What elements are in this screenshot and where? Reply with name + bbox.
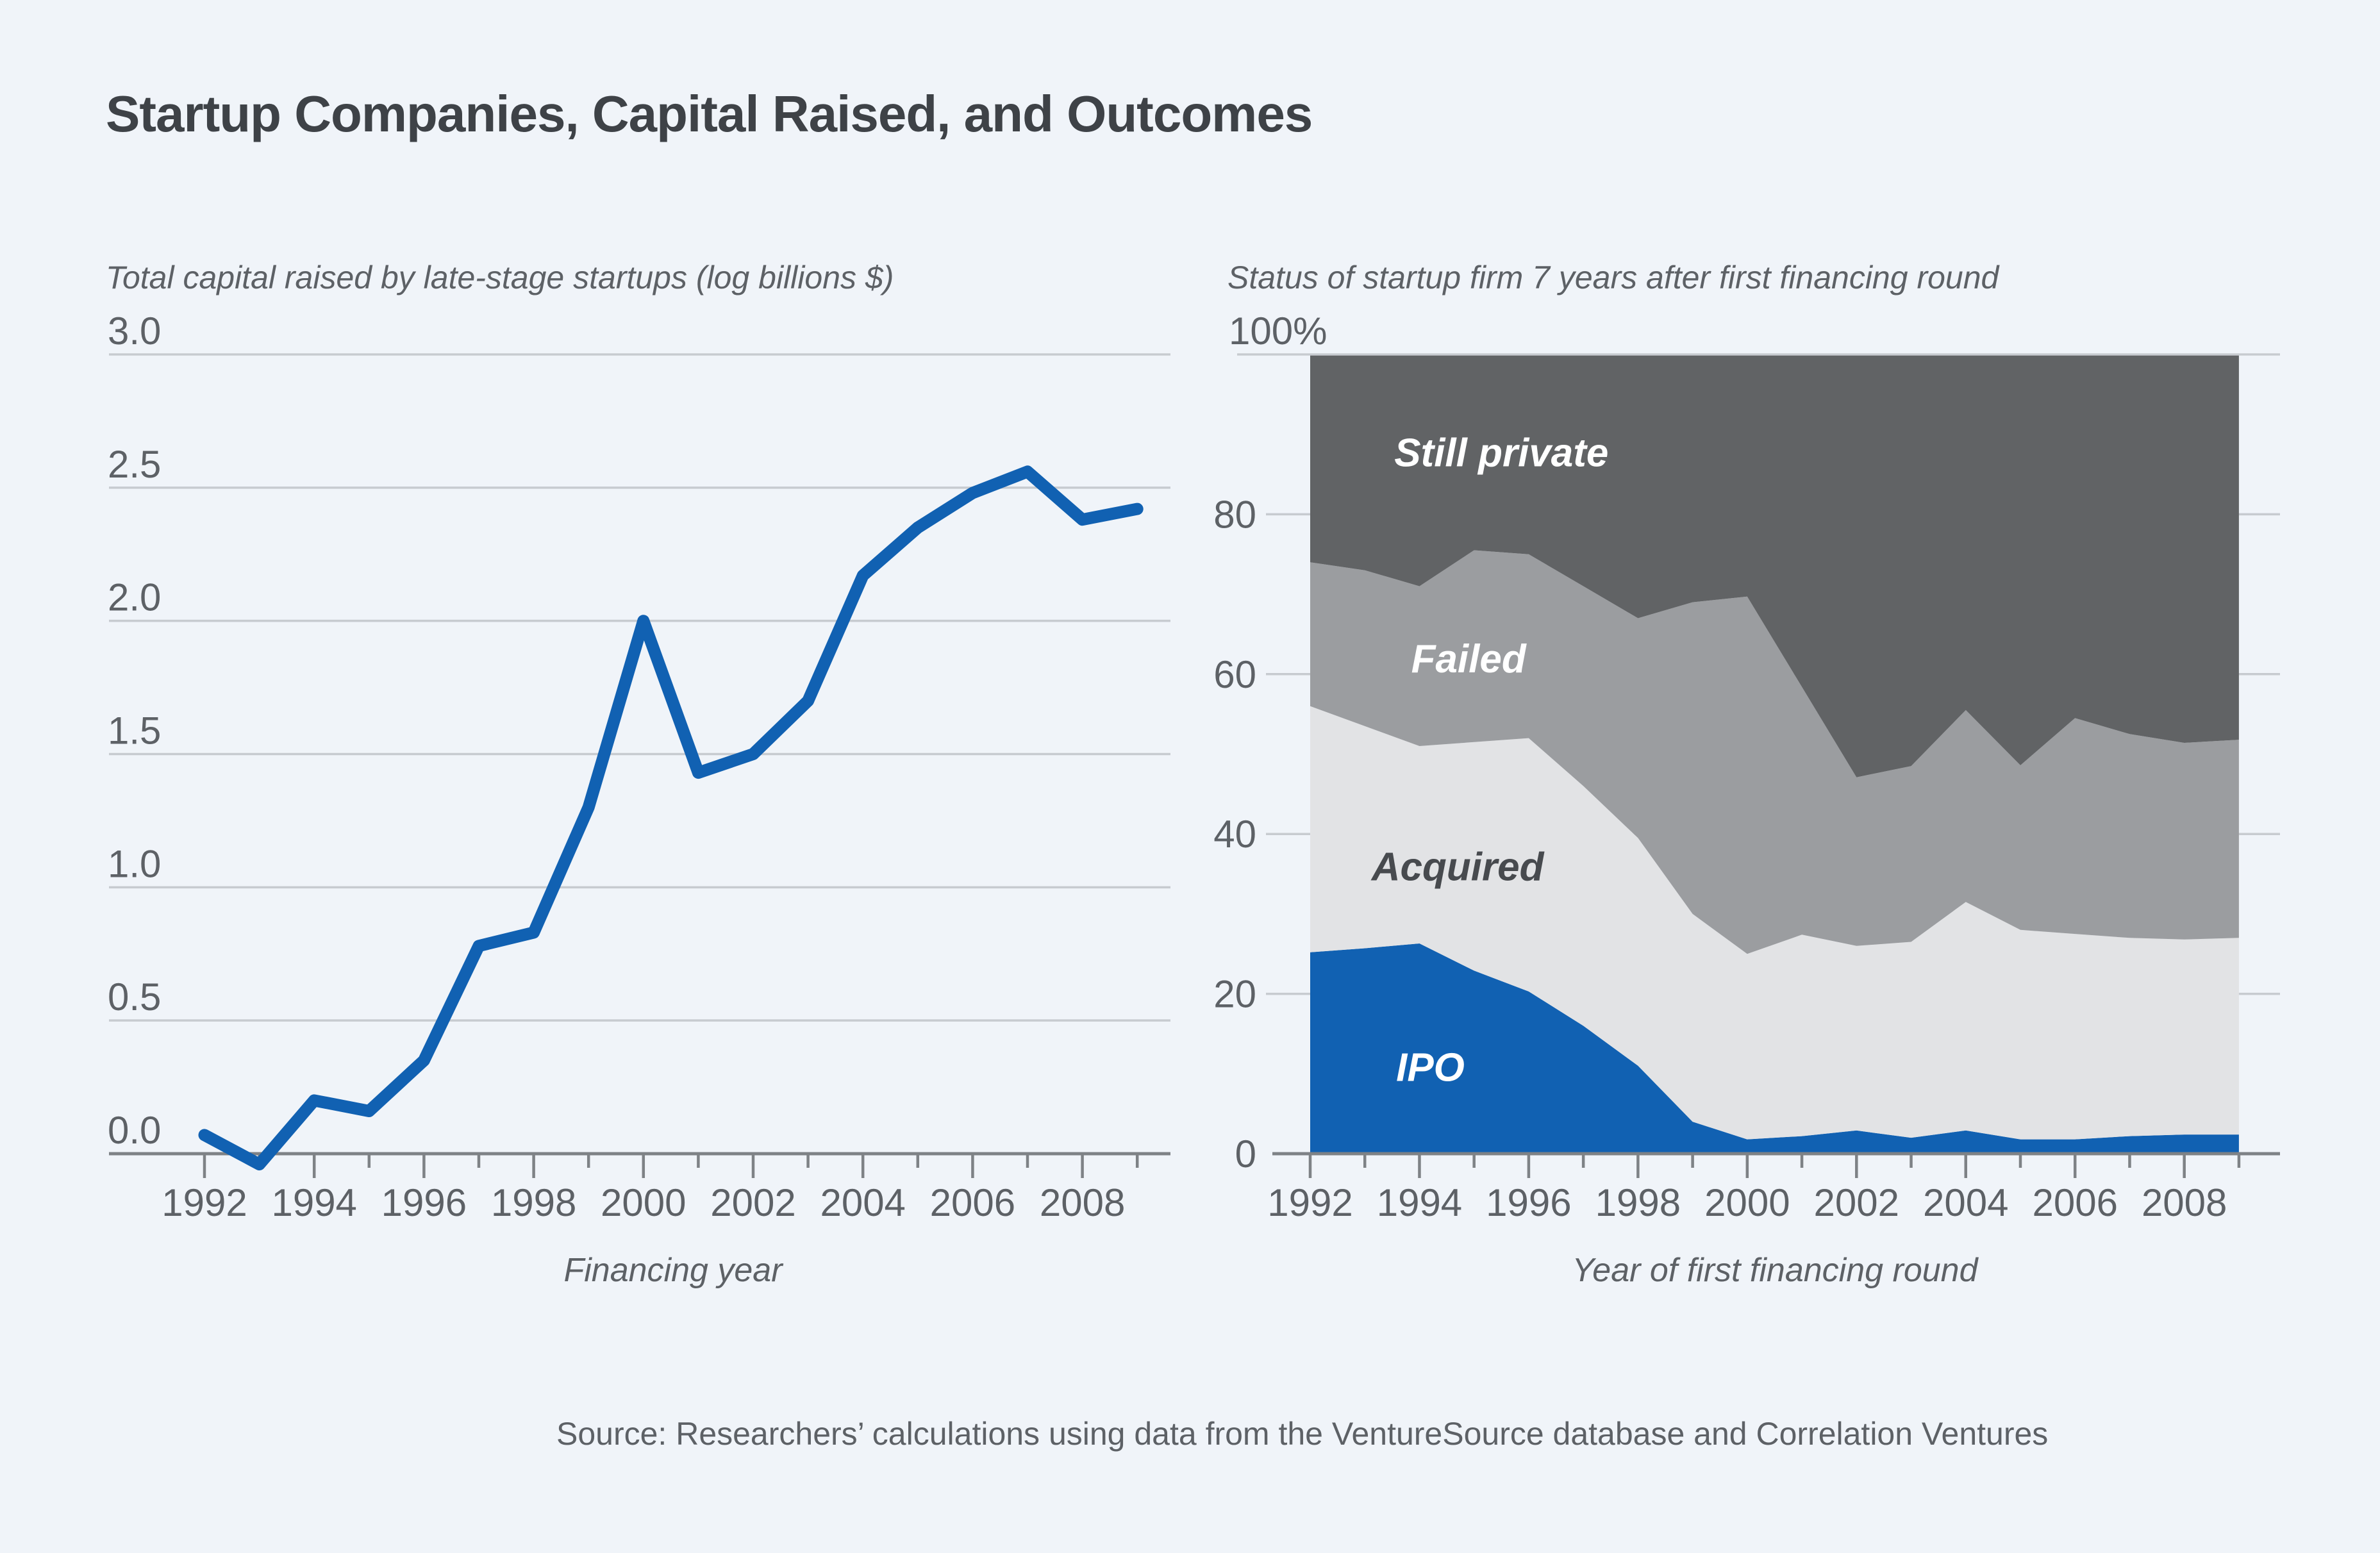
area-label-still-private: Still private: [1394, 431, 1608, 475]
area-label-acquired: Acquired: [1370, 845, 1545, 889]
left-chart-ytick-label: 0.5: [108, 976, 161, 1018]
left-xaxis-title: Financing year: [563, 1252, 783, 1289]
right-chart-xtick-label: 2000: [1704, 1181, 1790, 1224]
left-chart-xtick-label: 2006: [930, 1181, 1015, 1224]
left-chart-xtick-label: 1994: [271, 1181, 356, 1224]
right-chart-xtick-label: 1998: [1595, 1181, 1681, 1224]
area-label-ipo: IPO: [1396, 1045, 1465, 1090]
left-chart-xtick-label: 2008: [1040, 1181, 1125, 1224]
right-chart-xtick-label: 2004: [1923, 1181, 2008, 1224]
right-chart-ytick-label: 80: [1213, 493, 1256, 536]
page-title: Startup Companies, Capital Raised, and O…: [106, 85, 1313, 142]
right-chart-ytick-label: 0: [1235, 1133, 1256, 1175]
right-xaxis-title: Year of first financing round: [1572, 1252, 1978, 1289]
left-chart-xtick-label: 1998: [491, 1181, 576, 1224]
right-chart-ytick-label: 20: [1213, 973, 1256, 1016]
left-chart-xtick-label: 2000: [601, 1181, 686, 1224]
right-chart-ytick-label: 40: [1213, 813, 1256, 856]
left-chart-xtick-label: 1996: [381, 1181, 467, 1224]
left-chart-ytick-label: 2.5: [108, 443, 161, 486]
area-acquired: [1310, 706, 2239, 1140]
right-chart-xtick-label: 1992: [1267, 1181, 1352, 1224]
left-chart-xtick-label: 2004: [820, 1181, 905, 1224]
area-still-private: [1310, 354, 2239, 777]
right-chart-subtitle: Status of startup firm 7 years after fir…: [1227, 260, 1999, 295]
right-chart-ytick-label: 60: [1213, 653, 1256, 696]
left-chart-ytick-label: 3.0: [108, 310, 161, 353]
left-chart-ytick-label: 1.5: [108, 710, 161, 752]
right-chart-ytick-label: 100%: [1229, 310, 1327, 353]
area-ipo: [1310, 943, 2239, 1154]
left-chart-ytick-label: 1.0: [108, 842, 161, 885]
area-label-failed: Failed: [1411, 637, 1527, 681]
left-chart-xtick-label: 1992: [162, 1181, 247, 1224]
right-chart-xtick-label: 2002: [1814, 1181, 1899, 1224]
area-failed: [1310, 550, 2239, 954]
left-chart-ytick-label: 0.0: [108, 1109, 161, 1152]
right-chart-xtick-label: 2006: [2032, 1181, 2117, 1224]
left-chart-xtick-label: 2002: [710, 1181, 795, 1224]
left-chart-ytick-label: 2.0: [108, 576, 161, 619]
right-chart-xtick-label: 1996: [1486, 1181, 1571, 1224]
right-chart-xtick-label: 1994: [1377, 1181, 1462, 1224]
source-note: Source: Researchers’ calculations using …: [556, 1416, 2049, 1452]
capital-raised-line: [198, 465, 1144, 1171]
right-chart-xtick-label: 2008: [2142, 1181, 2227, 1224]
left-chart-subtitle: Total capital raised by late-stage start…: [106, 260, 894, 295]
